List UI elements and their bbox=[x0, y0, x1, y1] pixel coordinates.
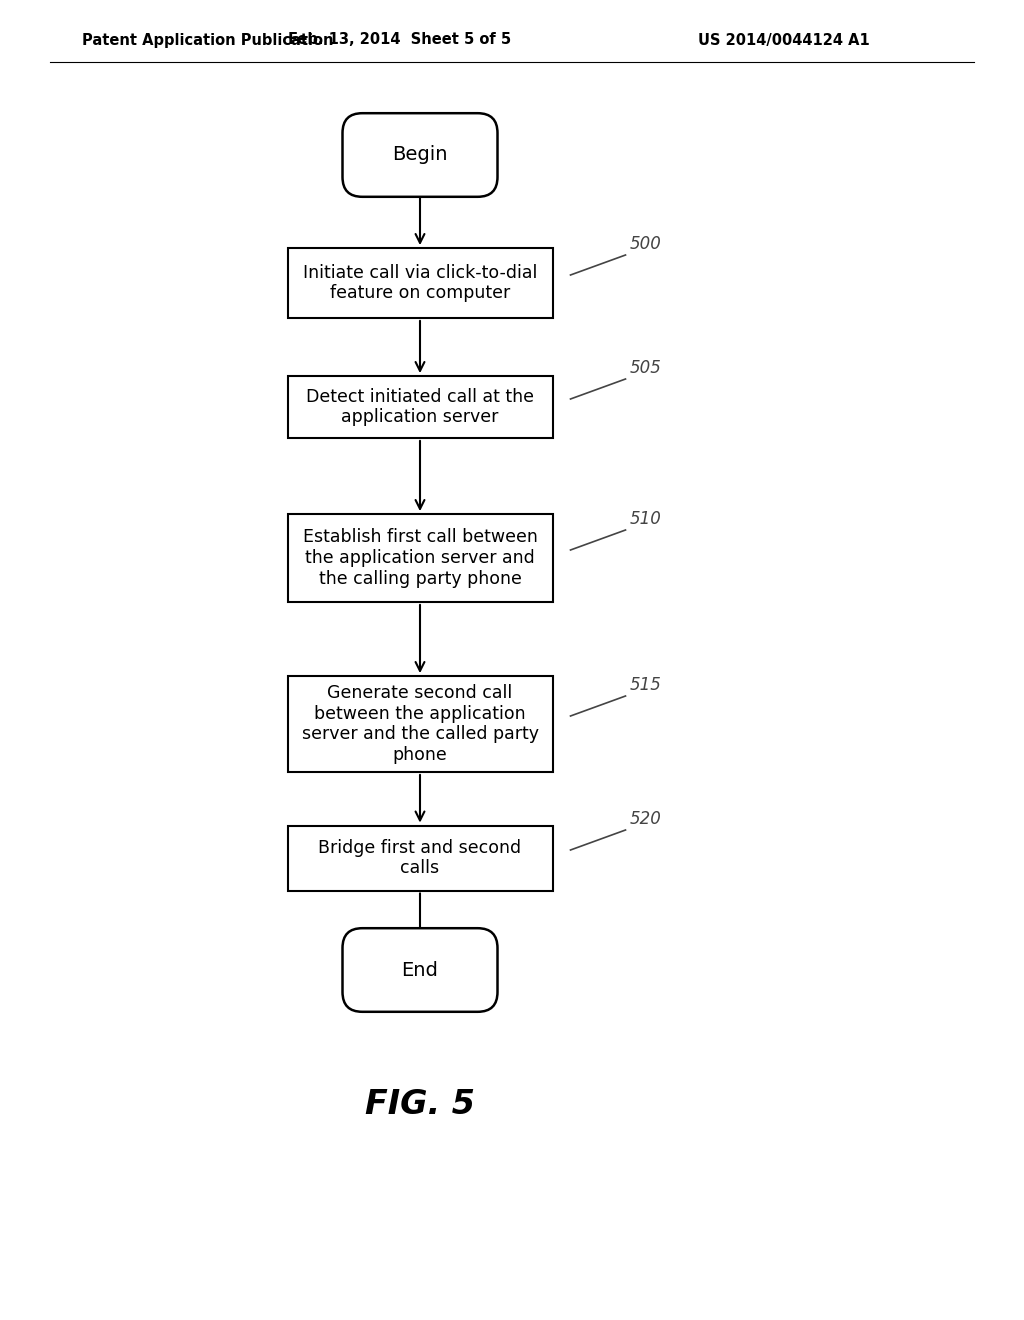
Bar bbox=[288, 825, 553, 891]
Text: Patent Application Publication: Patent Application Publication bbox=[82, 33, 334, 48]
Text: End: End bbox=[401, 961, 438, 979]
Text: FIG. 5: FIG. 5 bbox=[365, 1089, 475, 1122]
Text: US 2014/0044124 A1: US 2014/0044124 A1 bbox=[698, 33, 870, 48]
Text: Bridge first and second
calls: Bridge first and second calls bbox=[318, 838, 521, 878]
Text: Generate second call
between the application
server and the called party
phone: Generate second call between the applica… bbox=[301, 684, 539, 764]
Text: 510: 510 bbox=[630, 510, 662, 528]
Text: Begin: Begin bbox=[392, 145, 447, 165]
Bar bbox=[288, 248, 553, 318]
Bar bbox=[288, 513, 553, 602]
Text: 505: 505 bbox=[630, 359, 662, 378]
Text: Feb. 13, 2014  Sheet 5 of 5: Feb. 13, 2014 Sheet 5 of 5 bbox=[289, 33, 512, 48]
Bar bbox=[288, 376, 553, 438]
Text: Detect initiated call at the
application server: Detect initiated call at the application… bbox=[306, 388, 534, 426]
Text: Establish first call between
the application server and
the calling party phone: Establish first call between the applica… bbox=[302, 528, 538, 587]
Text: 500: 500 bbox=[630, 235, 662, 253]
Text: 515: 515 bbox=[630, 676, 662, 694]
FancyBboxPatch shape bbox=[342, 928, 498, 1012]
Bar bbox=[288, 676, 553, 772]
Text: 520: 520 bbox=[630, 810, 662, 828]
FancyBboxPatch shape bbox=[342, 114, 498, 197]
Text: Initiate call via click-to-dial
feature on computer: Initiate call via click-to-dial feature … bbox=[303, 264, 538, 302]
